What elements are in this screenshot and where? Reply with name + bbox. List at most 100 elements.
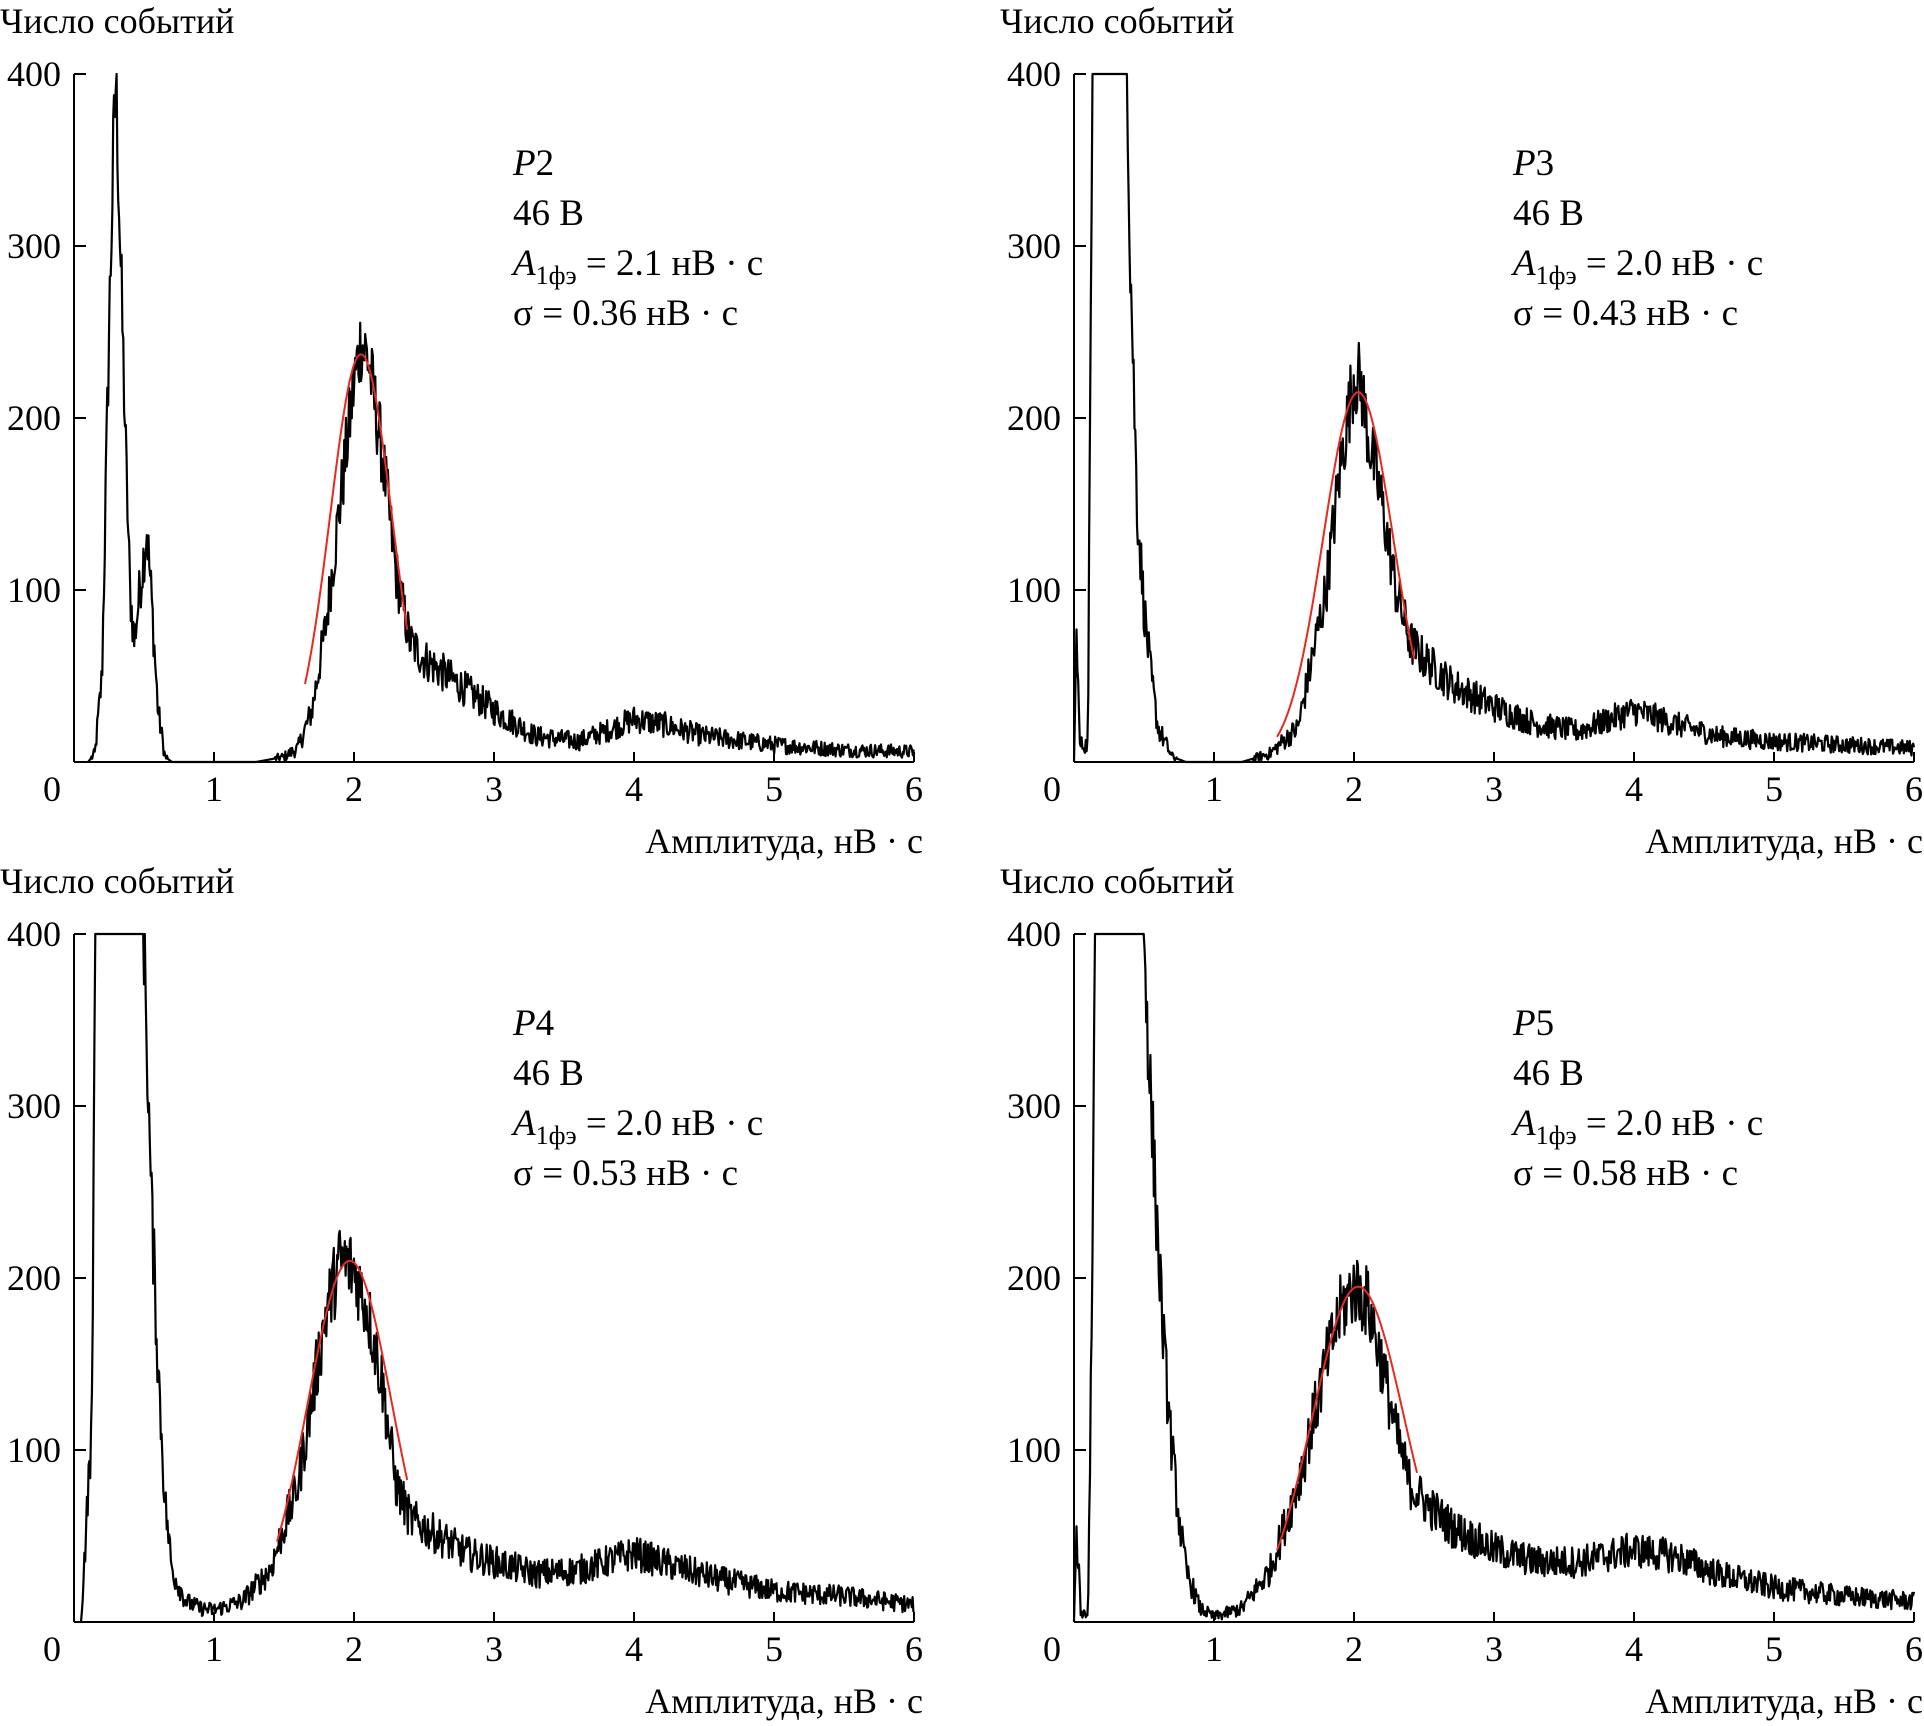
y-tick-label: 300 <box>1007 1086 1061 1126</box>
amplitude-subscript: 1фэ <box>1536 1121 1577 1150</box>
x-tick-label: 6 <box>1905 769 1923 809</box>
amplitude-symbol: A <box>510 243 536 284</box>
amplitude-label: A1фэ = 2.1 нВ · с <box>510 243 763 290</box>
x-axis-label: Амплитуда, нВ · с <box>1645 821 1923 861</box>
detector-letter: P <box>1512 1003 1536 1044</box>
histogram-line <box>1072 72 1916 764</box>
y-tick-label: 300 <box>7 226 61 266</box>
histogram-line <box>1072 932 1916 1623</box>
y-tick-label: 100 <box>1007 1430 1061 1470</box>
x-tick-label: 1 <box>1205 769 1223 809</box>
detector-letter: P <box>1512 143 1536 184</box>
detector-label: P4 <box>512 1003 554 1044</box>
amplitude-label: A1фэ = 2.0 нВ · с <box>510 1103 763 1150</box>
x-axis-label: Амплитуда, нВ · с <box>645 1681 923 1721</box>
gaussian-fit-line <box>276 1259 409 1542</box>
sigma-label: σ = 0.36 нВ · с <box>513 293 738 334</box>
y-axis-label: Число событий <box>1000 861 1234 901</box>
sigma-label: σ = 0.43 нВ · с <box>1513 293 1738 334</box>
x-tick-label: 5 <box>1765 769 1783 809</box>
amplitude-value: = 2.0 нВ · с <box>1577 243 1764 284</box>
gaussian-fit-line <box>304 353 409 685</box>
x-tick-label: 3 <box>1485 769 1503 809</box>
x-tick-label: 1 <box>205 1629 223 1669</box>
amplitude-subscript: 1фэ <box>536 261 577 290</box>
amplitude-subscript: 1фэ <box>1536 261 1577 290</box>
x-tick-label: 2 <box>1345 1629 1363 1669</box>
x-tick-label: 5 <box>765 1629 783 1669</box>
amplitude-symbol: A <box>510 1103 536 1144</box>
x-tick-label: 5 <box>765 769 783 809</box>
x-tick-label: 0 <box>43 769 61 809</box>
x-tick-label: 1 <box>1205 1629 1223 1669</box>
x-tick-label: 2 <box>345 1629 363 1669</box>
x-tick-label: 4 <box>1625 769 1643 809</box>
voltage-label: 46 В <box>1513 193 1584 234</box>
y-tick-label: 100 <box>7 1430 61 1470</box>
x-tick-label: 3 <box>485 1629 503 1669</box>
amplitude-subscript: 1фэ <box>536 1121 577 1150</box>
gaussian-fit-line <box>1276 1285 1418 1551</box>
amplitude-value: = 2.0 нВ · с <box>577 1103 764 1144</box>
x-tick-label: 2 <box>345 769 363 809</box>
detector-number: 4 <box>536 1003 555 1044</box>
detector-number: 3 <box>1536 143 1555 184</box>
x-tick-label: 3 <box>485 769 503 809</box>
x-tick-label: 0 <box>1043 769 1061 809</box>
y-tick-label: 300 <box>7 1086 61 1126</box>
x-tick-label: 0 <box>1043 1629 1061 1669</box>
x-tick-label: 3 <box>1485 1629 1503 1669</box>
y-tick-label: 100 <box>7 570 61 610</box>
y-tick-label: 200 <box>1007 1258 1061 1298</box>
voltage-label: 46 В <box>1513 1053 1584 1094</box>
x-tick-label: 6 <box>905 1629 923 1669</box>
y-tick-label: 200 <box>7 398 61 438</box>
amplitude-label: A1фэ = 2.0 нВ · с <box>1510 243 1763 290</box>
x-tick-label: 6 <box>905 769 923 809</box>
y-axis-label: Число событий <box>1000 1 1234 41</box>
panel-p4: 0 1 2 3 4 5 6 100 200 300 400 Число событий Амплитуд… <box>0 861 923 1721</box>
gaussian-fit-line <box>1276 391 1416 738</box>
y-tick-label: 200 <box>1007 398 1061 438</box>
panel-p5: 0 1 2 3 4 5 6 100 200 300 400 Число событий Амплитуд… <box>1000 861 1923 1721</box>
y-tick-label: 200 <box>7 1258 61 1298</box>
amplitude-symbol: A <box>1510 1103 1536 1144</box>
amplitude-label: A1фэ = 2.0 нВ · с <box>1510 1103 1763 1150</box>
x-tick-label: 1 <box>205 769 223 809</box>
amplitude-symbol: A <box>1510 243 1536 284</box>
x-tick-label: 4 <box>625 1629 643 1669</box>
amplitude-value: = 2.1 нВ · с <box>577 243 764 284</box>
histogram-line <box>79 932 915 1623</box>
histogram-line <box>87 72 915 764</box>
detector-label: P5 <box>1512 1003 1554 1044</box>
voltage-label: 46 В <box>513 1053 584 1094</box>
y-tick-label: 400 <box>1007 914 1061 954</box>
sigma-label: σ = 0.58 нВ · с <box>1513 1153 1738 1194</box>
x-tick-label: 6 <box>1905 1629 1923 1669</box>
voltage-label: 46 В <box>513 193 584 234</box>
y-tick-label: 100 <box>1007 570 1061 610</box>
detector-label: P3 <box>1512 143 1554 184</box>
x-tick-label: 5 <box>1765 1629 1783 1669</box>
y-tick-label: 400 <box>7 914 61 954</box>
y-tick-label: 300 <box>1007 226 1061 266</box>
x-tick-label: 4 <box>625 769 643 809</box>
detector-letter: P <box>512 1003 536 1044</box>
panel-p3: 0 1 2 3 4 5 6 100 200 300 400 Число событий Амплитуд… <box>1000 1 1923 861</box>
detector-label: P2 <box>512 143 554 184</box>
y-axis-label: Число событий <box>0 1 234 41</box>
x-axis-label: Амплитуда, нВ · с <box>1645 1681 1923 1721</box>
y-tick-label: 400 <box>1007 54 1061 94</box>
detector-number: 2 <box>536 143 555 184</box>
detector-number: 5 <box>1536 1003 1555 1044</box>
x-axis-label: Амплитуда, нВ · с <box>645 821 923 861</box>
y-tick-label: 400 <box>7 54 61 94</box>
y-axis-label: Число событий <box>0 861 234 901</box>
x-tick-label: 0 <box>43 1629 61 1669</box>
x-tick-label: 4 <box>1625 1629 1643 1669</box>
x-tick-label: 2 <box>1345 769 1363 809</box>
amplitude-value: = 2.0 нВ · с <box>1577 1103 1764 1144</box>
sigma-label: σ = 0.53 нВ · с <box>513 1153 738 1194</box>
detector-letter: P <box>512 143 536 184</box>
